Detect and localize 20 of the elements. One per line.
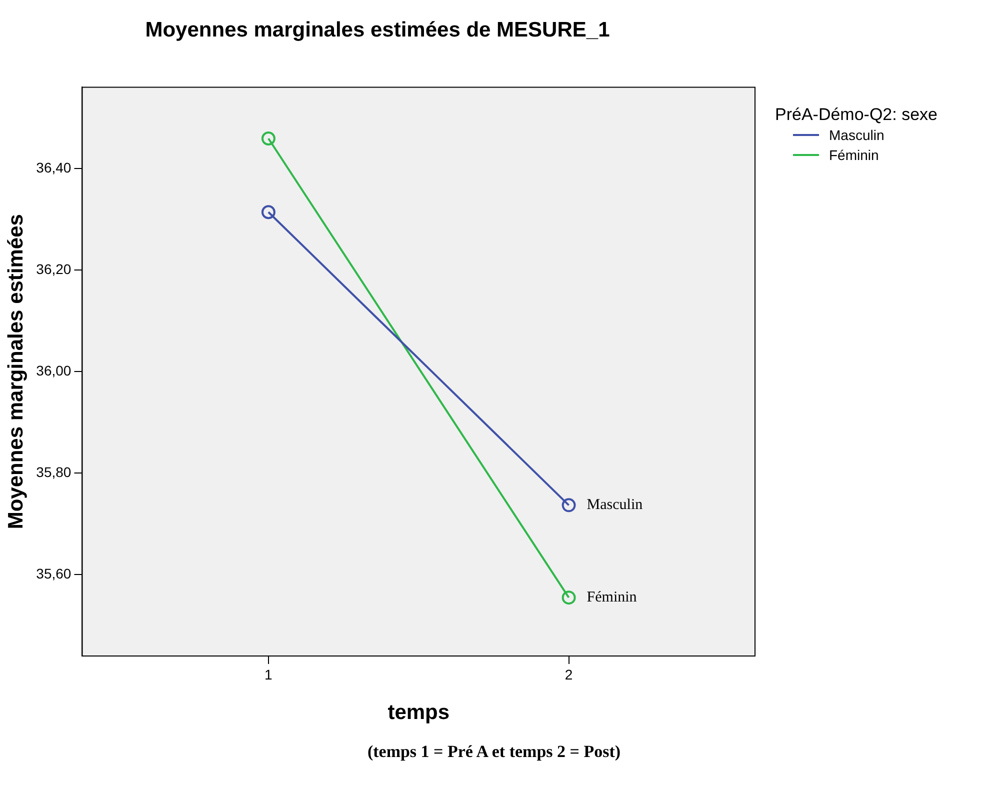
point (261, 205, 276, 220)
text: Masculin (586, 497, 643, 514)
text: (temps 1 = Pré A et temps 2 = Post) (366, 742, 622, 762)
x-tick-label: 1 (264, 666, 273, 682)
y-tick-label: 36,00 (36, 362, 72, 378)
x-axis-title: temps (388, 701, 450, 724)
y-axis-title: Moyennes marginales estimées (4, 214, 28, 530)
y-tick-label: 35,60 (36, 566, 72, 582)
point (562, 590, 576, 605)
y-tick-label: 35,80 (36, 464, 72, 480)
y-tick-label: 36,20 (36, 260, 72, 277)
legend-label: Féminin (829, 147, 879, 163)
point (562, 498, 576, 512)
point (261, 131, 276, 146)
text: Féminin (586, 590, 637, 606)
x-tick-label: 2 (564, 666, 573, 682)
y-tick-label: 36,40 (36, 159, 72, 176)
legend-title: PréA-Démo-Q2: sexe (775, 105, 938, 125)
chart-title: Moyennes marginales estimées de MESURE_1 (145, 18, 610, 42)
legend-label: Masculin (829, 127, 884, 143)
